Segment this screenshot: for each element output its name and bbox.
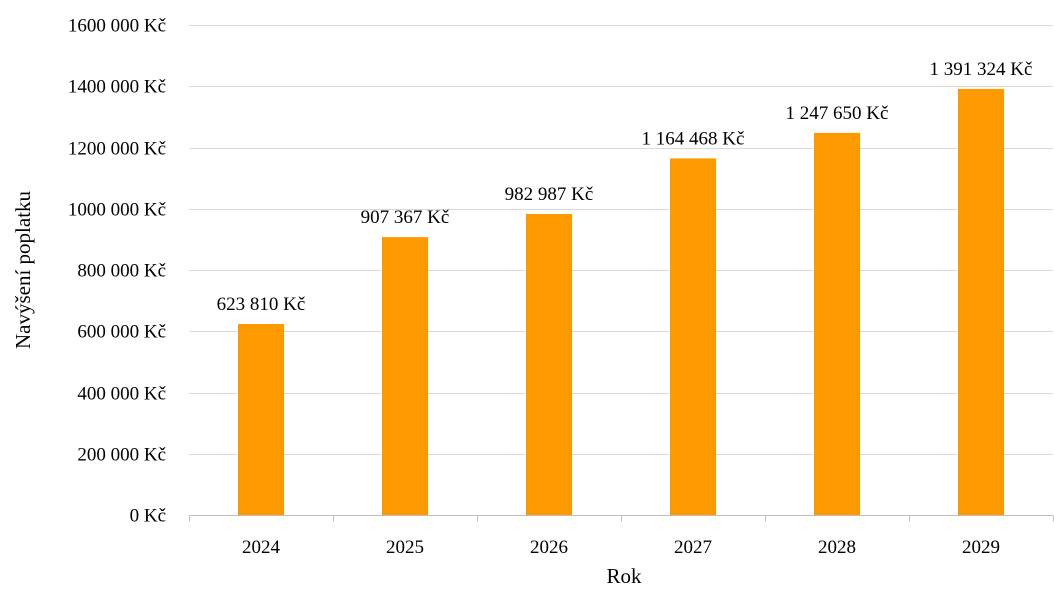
x-tick-label: 2027 <box>674 537 712 558</box>
data-label: 982 987 Kč <box>505 184 594 205</box>
x-axis-title: Rok <box>606 564 642 588</box>
data-label: 1 164 468 Kč <box>642 128 745 149</box>
y-tick-label: 400 000 Kč <box>77 384 166 405</box>
y-tick-label: 1400 000 Kč <box>68 77 166 98</box>
data-label: 1 391 324 Kč <box>930 59 1033 80</box>
data-label: 623 810 Kč <box>217 294 306 315</box>
gridlines <box>189 25 1053 455</box>
bar-2025 <box>382 237 428 515</box>
y-tick-label: 1000 000 Kč <box>68 200 166 221</box>
y-tick-label: 1600 000 Kč <box>68 16 166 37</box>
data-label: 907 367 Kč <box>361 207 450 228</box>
y-tick-label: 200 000 Kč <box>77 445 166 466</box>
axes: 0 Kč 200 000 Kč 400 000 Kč 600 000 Kč 800 00… <box>68 16 1054 558</box>
x-tick-label: 2025 <box>386 537 424 558</box>
y-tick-label: 600 000 Kč <box>77 322 166 343</box>
x-tick-label: 2028 <box>818 537 856 558</box>
bar-2027 <box>670 158 716 515</box>
bar-2029 <box>958 88 1004 516</box>
data-label: 1 247 650 Kč <box>786 103 889 124</box>
x-tick-label: 2026 <box>530 537 568 558</box>
x-tick-label: 2029 <box>962 537 1000 558</box>
data-labels: 623 810 Kč 907 367 Kč 982 987 Kč 1 164 468 … <box>217 59 1033 315</box>
y-tick-label: 800 000 Kč <box>77 261 166 282</box>
bar-2028 <box>814 132 860 515</box>
x-tick-label: 2024 <box>242 537 281 558</box>
bars <box>238 88 1004 516</box>
bar-2024 <box>238 324 284 515</box>
y-axis-title: Navýšení poplatku <box>11 190 35 349</box>
y-tick-label: 1200 000 Kč <box>68 139 166 160</box>
y-tick-label: 0 Kč <box>130 506 166 527</box>
bar-2026 <box>526 214 572 515</box>
